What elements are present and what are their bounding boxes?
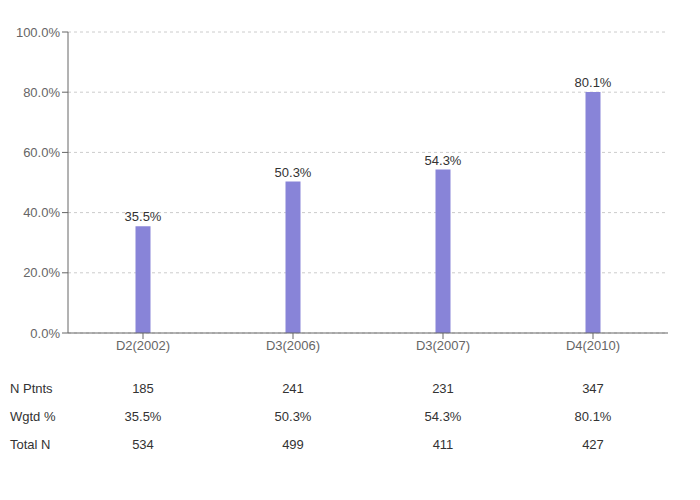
html-text:185: 185 bbox=[132, 380, 154, 396]
html-text:499: 499 bbox=[282, 436, 304, 452]
svg-text:35.5%: 35.5% bbox=[125, 209, 162, 224]
svg-text:D4(2010): D4(2010) bbox=[566, 338, 620, 353]
svg-text:54.3%: 54.3% bbox=[425, 153, 462, 168]
html-text:241: 241 bbox=[282, 380, 304, 396]
svg-text:D2(2002): D2(2002) bbox=[116, 338, 170, 353]
html-text:534: 534 bbox=[132, 436, 154, 452]
html-text:50.3%: 50.3% bbox=[274, 408, 312, 424]
svg-text:20.0%: 20.0% bbox=[23, 265, 60, 280]
html-text:347: 347 bbox=[582, 380, 604, 396]
svg-text:80.1%: 80.1% bbox=[575, 75, 612, 90]
svg-text:0.0%: 0.0% bbox=[30, 326, 60, 341]
html-text:411: 411 bbox=[432, 436, 454, 452]
svg-text:80.0%: 80.0% bbox=[23, 85, 60, 100]
html-text:80.1%: 80.1% bbox=[574, 408, 612, 424]
svg-text:D3(2006): D3(2006) bbox=[266, 338, 320, 353]
html-text:427: 427 bbox=[582, 436, 604, 452]
html-text:54.3%: 54.3% bbox=[424, 408, 462, 424]
html-text:231: 231 bbox=[432, 380, 454, 396]
svg-text:60.0%: 60.0% bbox=[23, 145, 60, 160]
html-text:35.5%: 35.5% bbox=[124, 408, 162, 424]
svg-text:D3(2007): D3(2007) bbox=[416, 338, 470, 353]
svg-text:100.0%: 100.0% bbox=[16, 25, 61, 40]
svg-text:40.0%: 40.0% bbox=[23, 205, 60, 220]
html-text:N Ptnts: N Ptnts bbox=[10, 380, 53, 396]
html-text:Wgtd %: Wgtd % bbox=[10, 408, 56, 424]
svg-text:50.3%: 50.3% bbox=[275, 165, 312, 180]
html-text:Total N: Total N bbox=[10, 436, 51, 452]
